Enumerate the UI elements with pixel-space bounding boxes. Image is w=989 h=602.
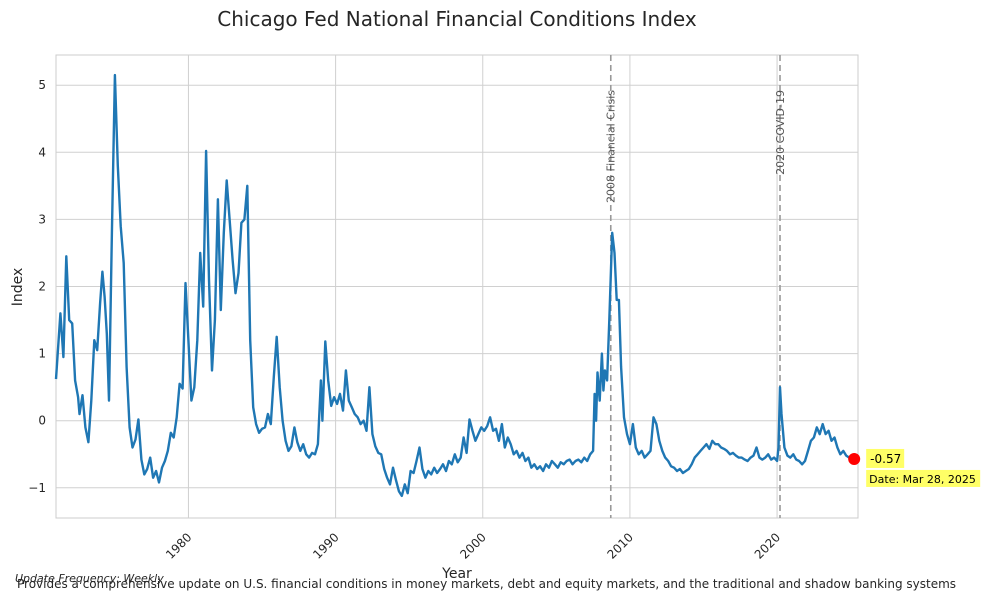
chart-description: Provides a comprehensive update on U.S. … (17, 577, 957, 591)
y-tick-label: 1 (38, 347, 46, 361)
x-tick-label: 2020 (752, 530, 783, 561)
x-tick-label: 2000 (457, 530, 488, 561)
latest-value-label: -0.57 (870, 452, 901, 466)
update-frequency-note: Update Frequency: Weekly (15, 572, 164, 585)
latest-value-annotation: -0.57 Date: Mar 28, 2025 (848, 448, 981, 487)
event-label: 2020 COVID-19 (774, 90, 787, 175)
y-tick-label: 5 (38, 78, 46, 92)
y-axis-label: Index (10, 268, 26, 307)
grid (56, 55, 858, 518)
y-tick-label: 4 (38, 145, 46, 159)
y-tick-label: 0 (38, 414, 46, 428)
latest-point-marker (848, 452, 861, 465)
event-label: 2008 Financial Crisis (605, 90, 618, 203)
y-tick-label: 3 (38, 212, 46, 226)
x-axis-label: Year (441, 566, 472, 582)
series-line (54, 73, 855, 498)
x-tick-label: 1980 (163, 530, 194, 561)
x-tick-label: 2010 (605, 530, 636, 561)
y-tick-label: 2 (38, 280, 46, 294)
latest-date-label: Date: Mar 28, 2025 (869, 473, 976, 486)
x-tick-label: 1990 (310, 530, 341, 561)
y-tick-label: −1 (28, 481, 46, 495)
latest-value-box (866, 448, 905, 468)
chart-title: Chicago Fed National Financial Condition… (217, 7, 697, 31)
latest-date-box (866, 469, 981, 487)
